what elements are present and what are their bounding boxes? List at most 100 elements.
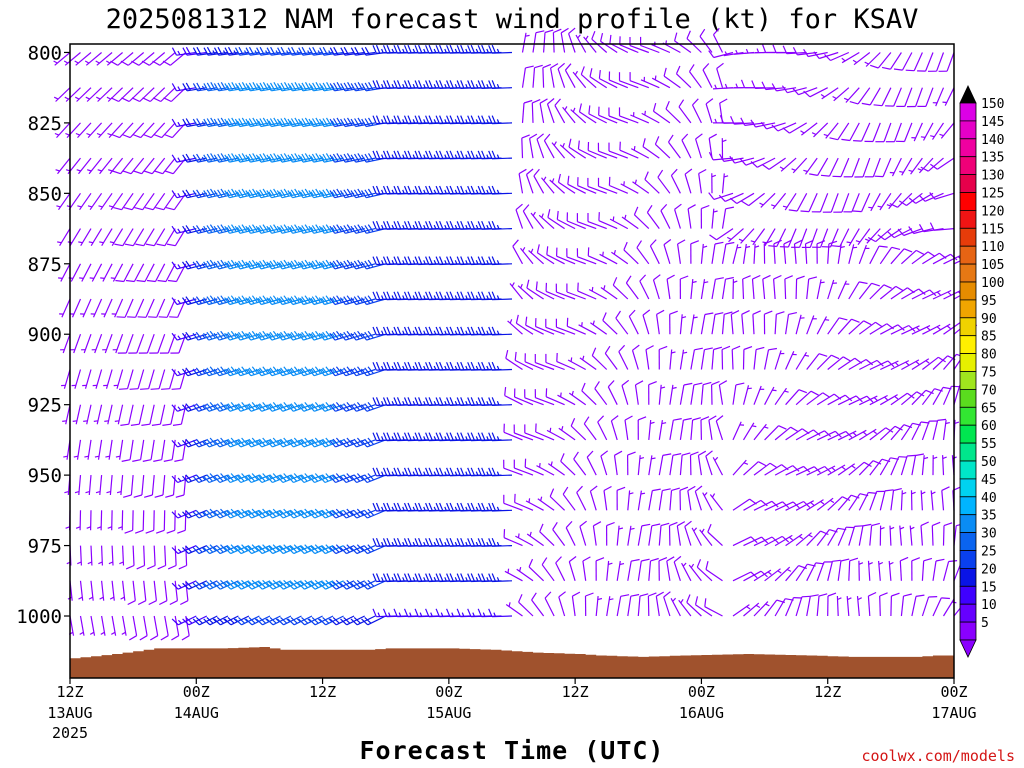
barb-shaft [690,419,694,440]
wind-barb [684,520,692,546]
wind-barb [83,404,92,425]
barb-feather [272,437,280,445]
barb-feather [477,115,483,124]
barb-shaft [549,496,566,511]
barb-feather [171,404,178,412]
barb-feather [335,508,343,516]
wind-barb [224,579,250,590]
wind-barb [603,485,612,511]
barb-feather [325,259,332,268]
barb-feather [251,366,259,374]
barb-shaft [558,596,566,617]
barb-feather [272,579,280,587]
barb-feather [248,225,255,233]
barb-feather [144,207,154,211]
barb-feather [488,432,493,441]
barb-feather [308,582,316,590]
wind-barb [108,157,124,175]
barb-feather [290,545,298,553]
barb-half-feather [106,60,111,64]
wind-barb [597,415,608,441]
barb-feather [182,297,189,305]
barb-feather [382,432,388,441]
barb-feather [196,118,202,127]
wind-barb [752,310,761,335]
wind-barb [525,168,534,194]
barb-half-feather [243,50,248,55]
wind-barb [171,615,180,641]
barb-half-feather [391,471,395,476]
barb-feather [231,188,237,197]
barb-shaft [676,525,681,546]
barb-feather [671,487,680,491]
wind-barb [630,112,650,124]
barb-feather [403,397,409,406]
barb-half-feather [402,48,405,54]
barb-feather [713,27,720,36]
wind-barb [350,295,376,306]
barb-feather [364,260,371,269]
wind-barb [788,193,808,212]
wind-barb [669,487,680,511]
barb-half-feather [73,455,79,458]
wind-barb [551,141,566,159]
barb-feather [322,260,329,269]
barb-feather [280,260,287,269]
barb-feather [182,582,190,590]
barb-feather [488,185,493,195]
barb-feather [407,467,412,476]
barb-feather [145,243,155,247]
barb-feather [297,404,305,412]
barb-half-feather [444,471,447,476]
barb-feather [687,204,696,210]
barb-feather [625,275,632,284]
barb-feather [467,80,472,89]
barb-half-feather [108,561,114,565]
wind-barb [800,193,818,213]
barb-shaft [787,228,797,248]
barb-half-feather [381,154,384,159]
barb-feather [350,511,358,519]
wind-barb [319,46,344,56]
wind-barb [153,122,176,139]
barb-shaft [346,615,365,626]
barb-feather [195,581,203,589]
wind-barb [287,579,313,590]
barb-feather [171,582,179,590]
barb-feather [612,277,618,286]
barb-feather [259,46,265,55]
wind-barb [568,556,577,581]
barb-shaft [784,278,787,300]
barb-feather [234,190,241,199]
barb-feather [762,44,767,53]
wind-barb [546,98,555,124]
wind-barbs [53,27,978,641]
wind-barb [827,317,848,335]
barb-shaft [785,428,803,441]
barb-shaft [745,157,765,166]
barb-feather [690,240,700,245]
barb-feather [782,45,788,54]
wind-barb [535,318,555,335]
barb-feather [386,467,391,476]
wind-barb [276,615,302,626]
barb-half-feather [402,295,405,300]
barb-feather [241,82,248,90]
barb-feather [491,573,497,582]
barb-shaft [668,141,681,159]
barb-feather [206,510,214,518]
barb-shaft [491,545,513,547]
wind-barb [521,134,530,159]
barb-feather [439,80,444,89]
wind-barb [837,526,855,546]
barb-half-feather [561,426,564,431]
barb-feather [251,259,258,268]
barb-feather [470,537,476,547]
wind-barb [297,295,323,306]
barb-half-feather [549,427,552,433]
barb-shaft [609,42,629,54]
wind-barb [488,397,513,406]
barb-feather [393,115,398,124]
wind-barb [234,615,260,626]
barb-feather [195,331,203,340]
